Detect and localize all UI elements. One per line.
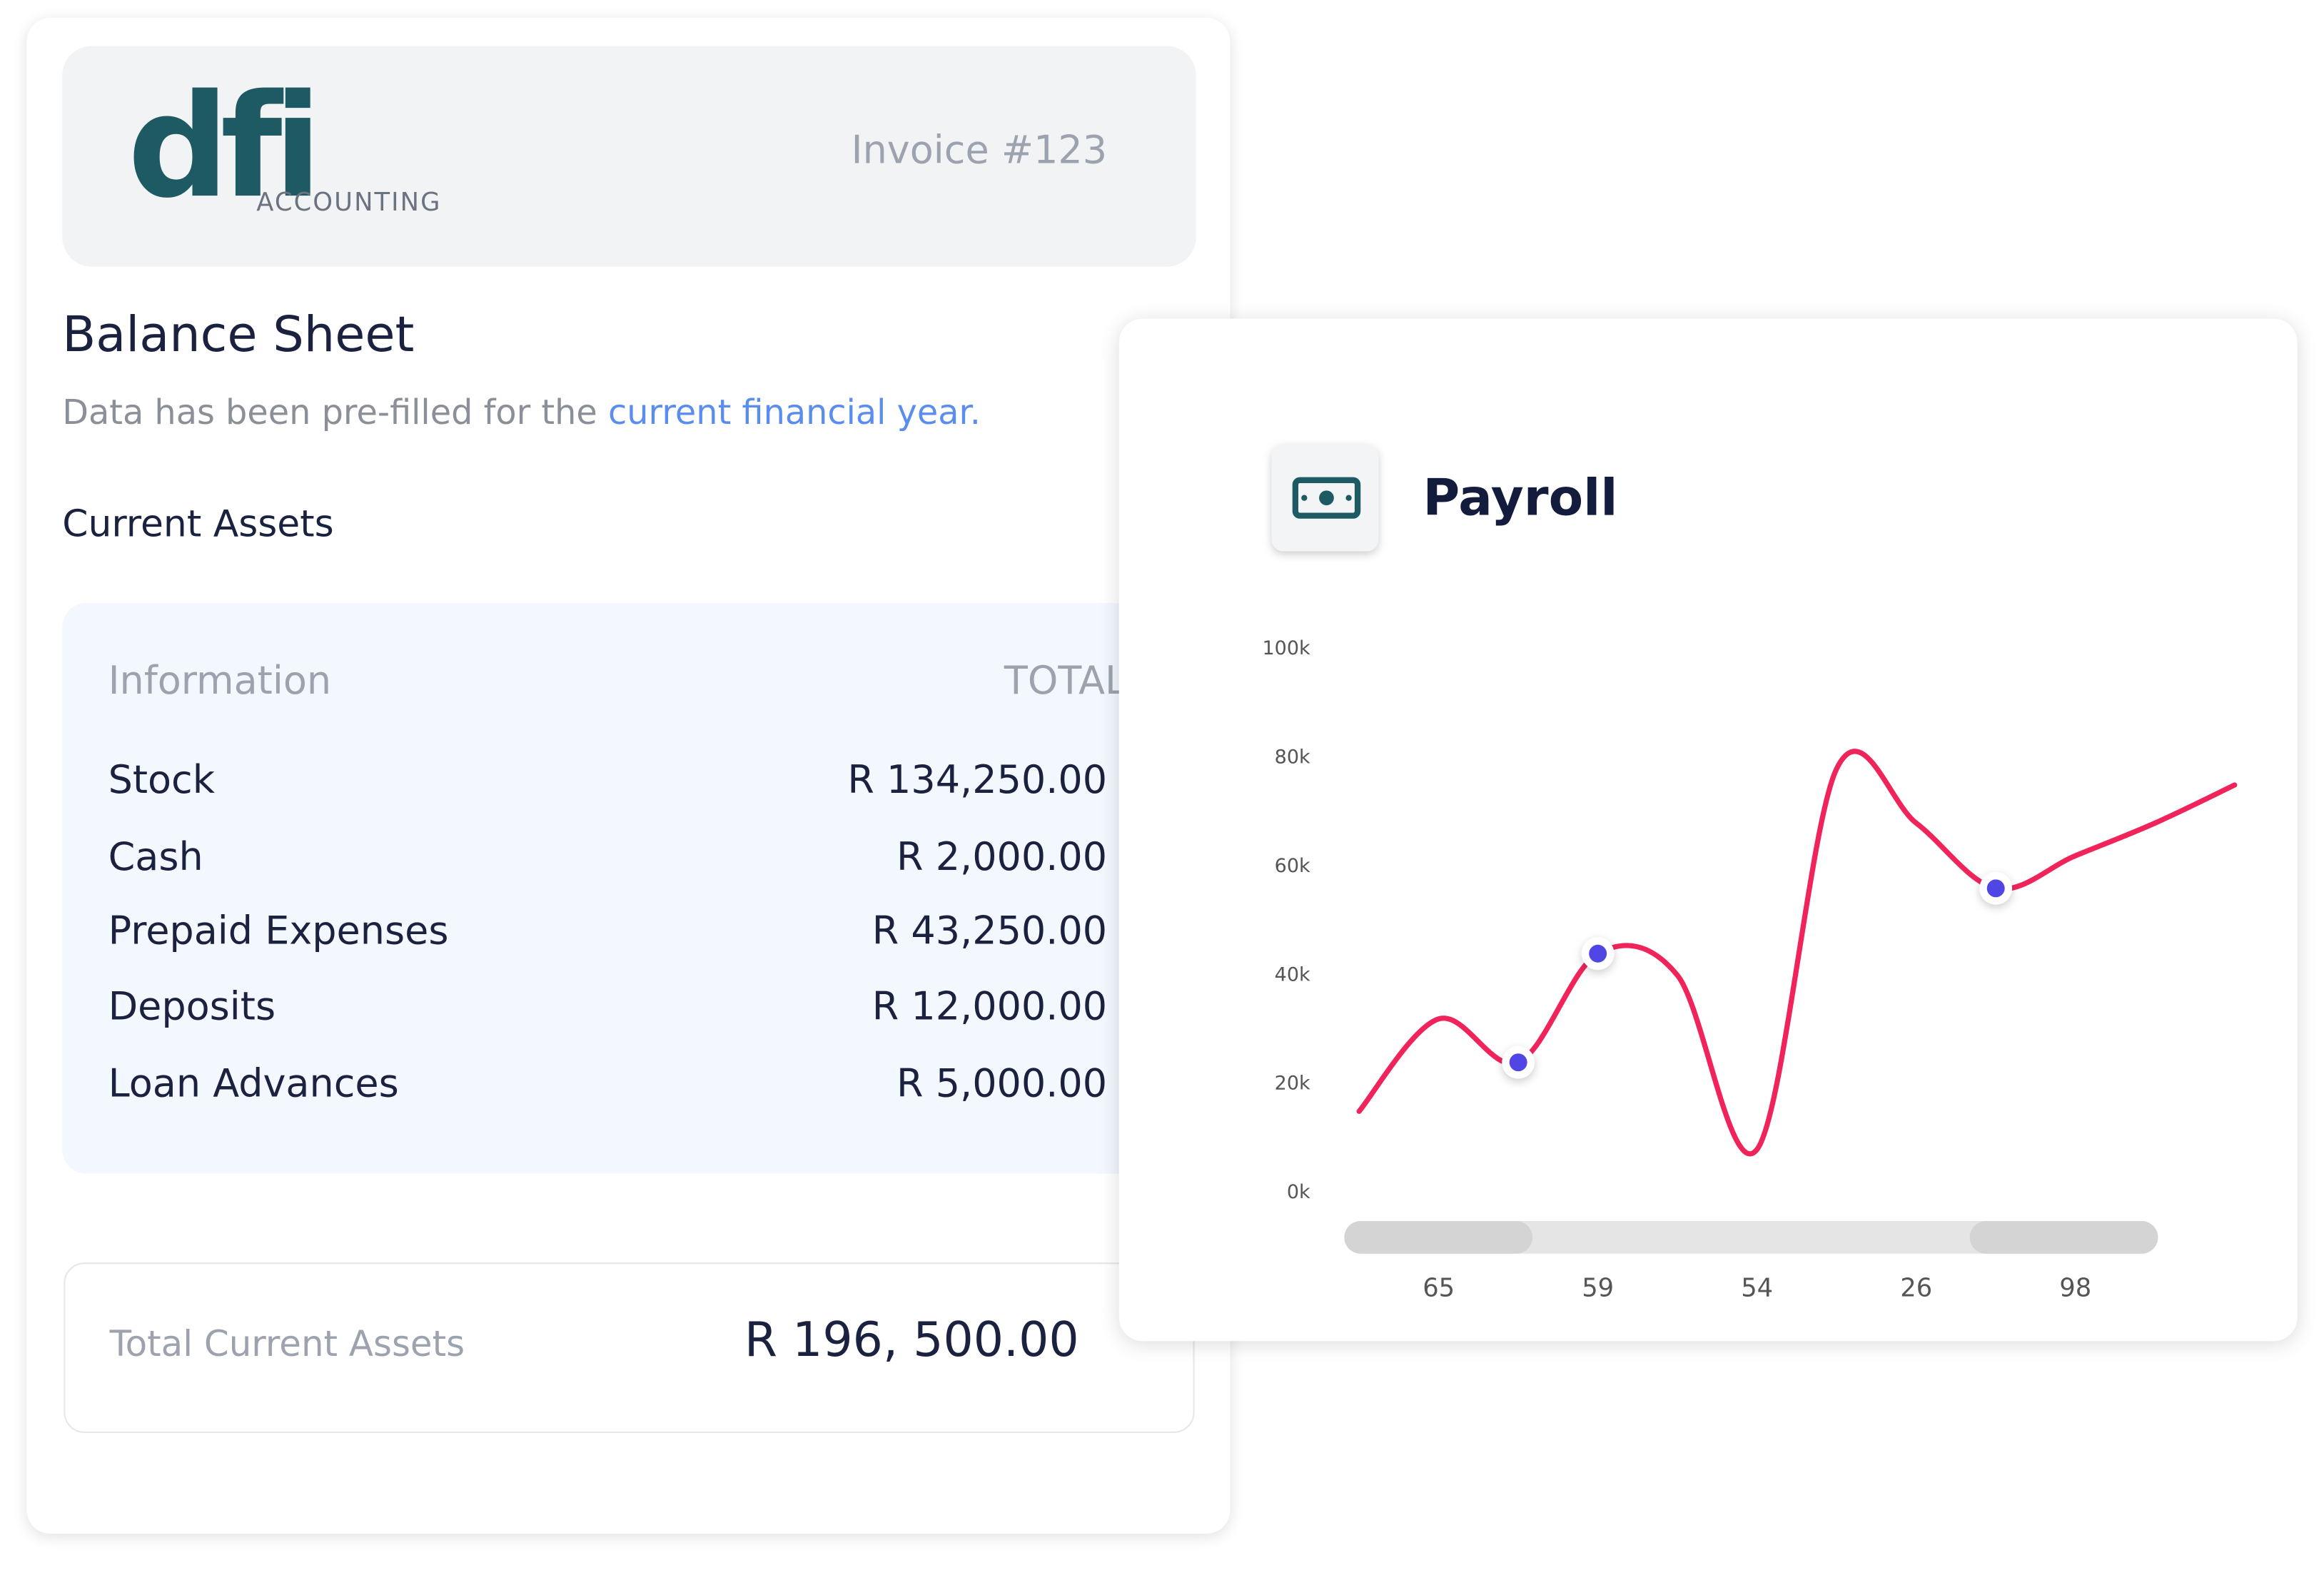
total-label: Total Current Assets (109, 1323, 465, 1365)
y-tick-label: 0k (1287, 1181, 1310, 1203)
row-value: R 12,000.00 (872, 985, 1108, 1030)
row-label: Deposits (108, 985, 276, 1030)
payroll-card: Payroll 0k 20k 40k 60k 80k 100k 65 59 54 26 98 (1118, 318, 2298, 1342)
note-text: Data has been pre-filled for the (62, 394, 597, 433)
total-box: Total Current Assets R 196, 500.00 (64, 1262, 1195, 1433)
icon (1301, 495, 1308, 501)
table-header: TOTAL (1004, 659, 1127, 704)
x-tick-label: 59 (1582, 1274, 1614, 1303)
icon (1345, 495, 1352, 501)
row-label: Cash (108, 836, 203, 881)
table-header: Information (108, 659, 332, 704)
y-tick-label: 40k (1275, 963, 1310, 986)
row-value: R 5,000.00 (896, 1062, 1108, 1108)
section: Current Assets (62, 502, 334, 546)
range-track (1344, 1221, 2158, 1254)
row-value: R 43,250.00 (872, 909, 1108, 955)
range-thumb[interactable] (1344, 1221, 1533, 1254)
x-tick-label: 54 (1741, 1274, 1773, 1303)
header: dfi ACCOUNTING Invoice #123 (62, 46, 1196, 267)
note: Data has been pre-filled for the current… (62, 394, 981, 432)
logo: dfi (127, 64, 323, 230)
marker (1986, 879, 2005, 898)
row-value: R 134,250.00 (847, 759, 1108, 804)
balance-card: dfi ACCOUNTING Invoice #123 Balance Shee… (26, 17, 1231, 1534)
x-tick-label: 98 (2059, 1274, 2091, 1303)
invoice: Invoice #123 (851, 128, 1108, 173)
y-tick-label: 100k (1262, 637, 1310, 659)
marker (1589, 944, 1607, 963)
title: Balance Sheet (62, 305, 415, 363)
y-tick-label: 20k (1275, 1073, 1310, 1095)
row-label: Loan Advances (108, 1062, 399, 1108)
chart-title: Payroll (1423, 467, 1617, 527)
y-tick-label: 80k (1275, 746, 1310, 768)
row-value: R 2,000.00 (896, 836, 1108, 881)
range-thumb[interactable] (1969, 1221, 2158, 1254)
logo-sub: ACCOUNTING (256, 188, 442, 218)
row-label: Stock (108, 759, 216, 804)
chart: Payroll 0k 20k 40k 60k 80k 100k 65 59 54 26 98 (1262, 444, 2238, 1303)
y-tick-label: 60k (1275, 855, 1310, 877)
table: Information TOTAL Stock R 134,250.00 Cash R… (62, 603, 1159, 1174)
icon (1292, 477, 1361, 519)
note-link[interactable]: current financial year. (608, 394, 981, 433)
line (1356, 749, 2238, 1157)
total-value: R 196, 500.00 (744, 1311, 1079, 1368)
x-tick-label: 65 (1423, 1274, 1455, 1303)
marker (1509, 1053, 1527, 1072)
x-tick-label: 26 (1900, 1274, 1932, 1303)
row-label: Prepaid Expenses (108, 909, 449, 955)
icon (1319, 490, 1334, 506)
